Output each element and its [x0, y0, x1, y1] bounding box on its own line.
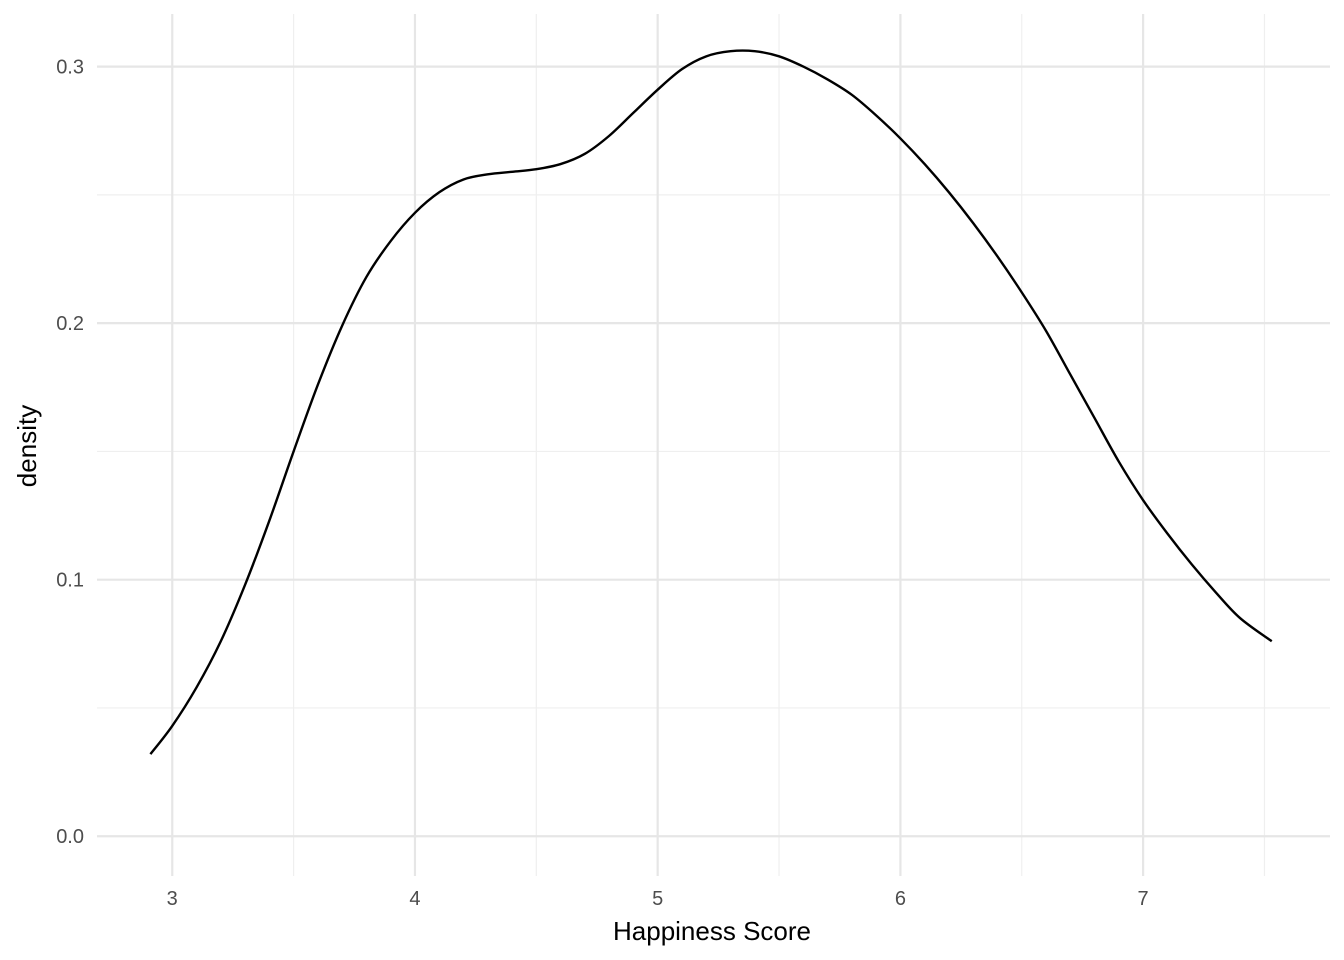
- x-tick-label: 4: [409, 888, 420, 910]
- x-tick-label: 5: [652, 888, 663, 910]
- x-tick-label: 7: [1138, 888, 1149, 910]
- grid: [97, 14, 1330, 876]
- series-layer: [149, 49, 1273, 755]
- x-tick-label: 6: [895, 888, 906, 910]
- y-axis-title: density: [12, 405, 42, 487]
- y-tick-label: 0.3: [56, 57, 84, 79]
- y-tick-label: 0.1: [56, 570, 84, 592]
- density-line: [149, 49, 1273, 755]
- y-tick-label: 0.2: [56, 313, 84, 335]
- x-tick-label: 3: [167, 888, 178, 910]
- y-tick-label: 0.0: [56, 826, 84, 848]
- tick-labels: 3 4 5 6 7 0.0 0.1 0.2 0.3: [56, 57, 1148, 910]
- x-axis-title: Happiness Score: [613, 916, 811, 946]
